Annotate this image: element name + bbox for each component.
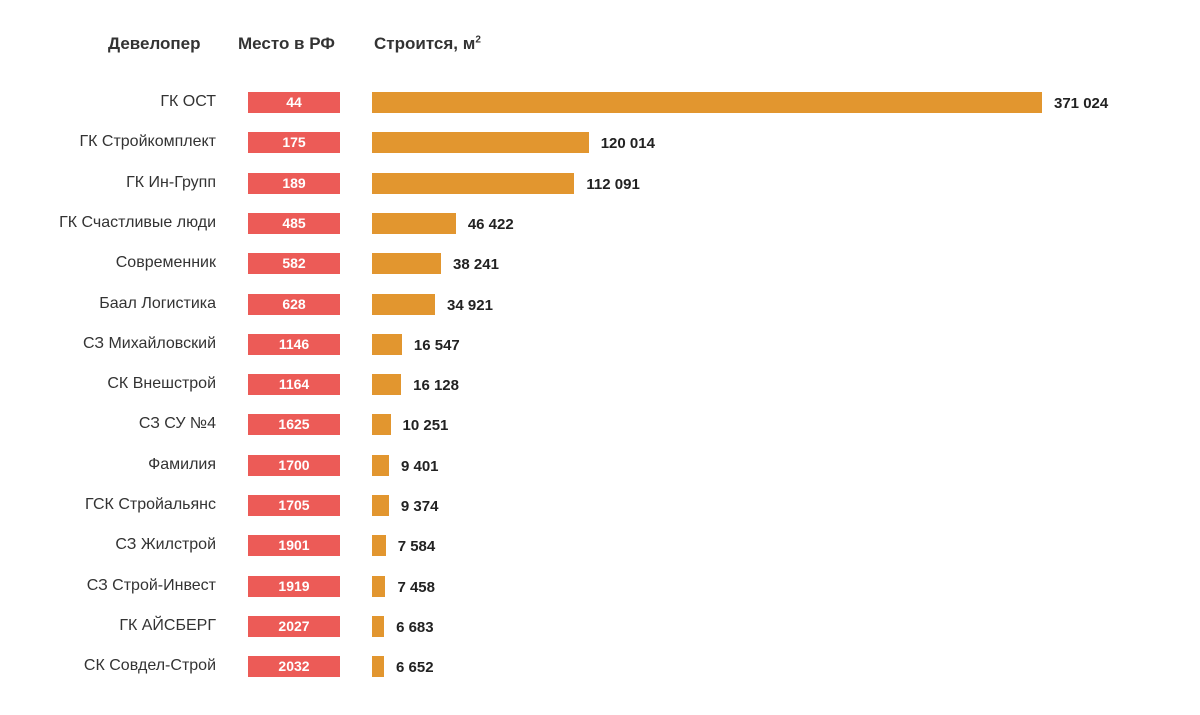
area-bar xyxy=(372,495,389,516)
developer-name: ГК АЙСБЕРГ xyxy=(119,616,216,634)
header-area-unit-sup: 2 xyxy=(475,34,481,46)
area-bar xyxy=(372,535,386,557)
area-bar xyxy=(372,253,442,275)
value-label: 9 401 xyxy=(400,457,439,475)
rank-badge: 1901 xyxy=(248,535,340,557)
rank-badge: 1700 xyxy=(248,454,340,476)
value-label: 46 422 xyxy=(467,215,514,233)
header-developer: Девелопер xyxy=(108,34,201,53)
developer-name: ГК Счастливые люди xyxy=(59,213,216,231)
rank-badge: 2032 xyxy=(248,656,340,678)
area-bar xyxy=(372,615,385,637)
header-rank: Место в РФ xyxy=(238,34,335,53)
rank-badge: 189 xyxy=(248,172,340,194)
area-bar xyxy=(372,454,389,476)
developer-name: СК Совдел-Строй xyxy=(83,657,216,675)
value-label: 38 241 xyxy=(453,256,499,274)
chart-row: ГК Стройкомплект 175 120 014 xyxy=(0,132,1200,172)
developer-name: Баал Логистика xyxy=(99,294,216,312)
value-label: 9 374 xyxy=(400,498,439,515)
chart-row: ГК Счастливые люди 485 46 422 xyxy=(0,212,1200,253)
rank-badge: 1919 xyxy=(248,575,340,597)
value-label: 7 458 xyxy=(397,578,435,596)
rank-badge: 2027 xyxy=(248,615,340,637)
area-bar xyxy=(372,212,456,234)
area-bar xyxy=(372,172,575,194)
chart-row: Современник 582 38 241 xyxy=(0,253,1200,293)
value-label: 16 547 xyxy=(413,336,460,354)
value-label: 120 014 xyxy=(600,135,655,153)
value-label: 371 024 xyxy=(1054,95,1109,112)
developer-name: Фамилия xyxy=(148,455,216,473)
chart-row: ГК Ин-Групп 189 112 091 xyxy=(0,172,1200,213)
rank-badge: 628 xyxy=(248,293,340,315)
chart-row: СЗ Строй-Инвест 1919 7 458 xyxy=(0,575,1200,616)
developer-name: СЗ Строй-Инвест xyxy=(86,576,216,594)
area-bar xyxy=(372,333,402,355)
value-label: 34 921 xyxy=(447,296,493,314)
developer-name: СЗ Жилстрой xyxy=(115,536,216,554)
chart-row: Фамилия 1700 9 401 xyxy=(0,454,1200,495)
area-bar xyxy=(372,374,402,396)
chart-row: СЗ СУ №4 1625 10 251 xyxy=(0,414,1200,454)
rank-badge: 582 xyxy=(248,253,340,275)
value-label: 7 584 xyxy=(397,538,436,556)
chart-row: Баал Логистика 628 34 921 xyxy=(0,293,1200,334)
value-label: 6 683 xyxy=(396,618,434,636)
developer-name: Современник xyxy=(115,254,216,272)
chart-row: ГСК Стройальянс 1705 9 374 xyxy=(0,495,1200,535)
developer-name: ГК ОСТ xyxy=(160,93,216,110)
rank-badge: 1705 xyxy=(248,495,340,516)
area-bar xyxy=(372,414,391,436)
rank-badge: 1625 xyxy=(248,414,340,436)
area-bar xyxy=(372,656,384,678)
chart-row: СК Внешстрой 1164 16 128 xyxy=(0,374,1200,414)
area-bar xyxy=(372,92,1042,113)
area-bar xyxy=(372,575,386,597)
header-area-label: Строится, м xyxy=(374,34,476,53)
chart-row: СК Совдел-Строй 2032 6 652 xyxy=(0,656,1200,696)
value-label: 6 652 xyxy=(396,659,434,677)
developer-name: СК Внешстрой xyxy=(107,375,216,393)
value-label: 16 128 xyxy=(413,377,459,395)
rank-badge: 1164 xyxy=(248,374,340,396)
header-area: Строится, м2 xyxy=(374,34,481,54)
developer-name: СЗ СУ №4 xyxy=(138,415,216,433)
rank-badge: 44 xyxy=(248,92,340,113)
rank-badge: 175 xyxy=(248,132,340,154)
value-label: 10 251 xyxy=(402,417,449,435)
area-bar xyxy=(372,132,589,154)
rank-badge: 1146 xyxy=(248,333,340,355)
developer-name: ГСК Стройальянс xyxy=(85,496,216,513)
developer-name: СЗ Михайловский xyxy=(82,334,216,352)
chart-row: СЗ Михайловский 1146 16 547 xyxy=(0,333,1200,374)
developer-name: ГК Ин-Групп xyxy=(126,173,216,191)
chart-row: СЗ Жилстрой 1901 7 584 xyxy=(0,535,1200,575)
value-label: 112 091 xyxy=(586,175,640,193)
chart-row: ГК ОСТ 44 371 024 xyxy=(0,92,1200,132)
chart-row: ГК АЙСБЕРГ 2027 6 683 xyxy=(0,615,1200,656)
area-bar xyxy=(372,293,436,315)
rank-badge: 485 xyxy=(248,212,340,234)
developer-name: ГК Стройкомплект xyxy=(79,133,216,151)
